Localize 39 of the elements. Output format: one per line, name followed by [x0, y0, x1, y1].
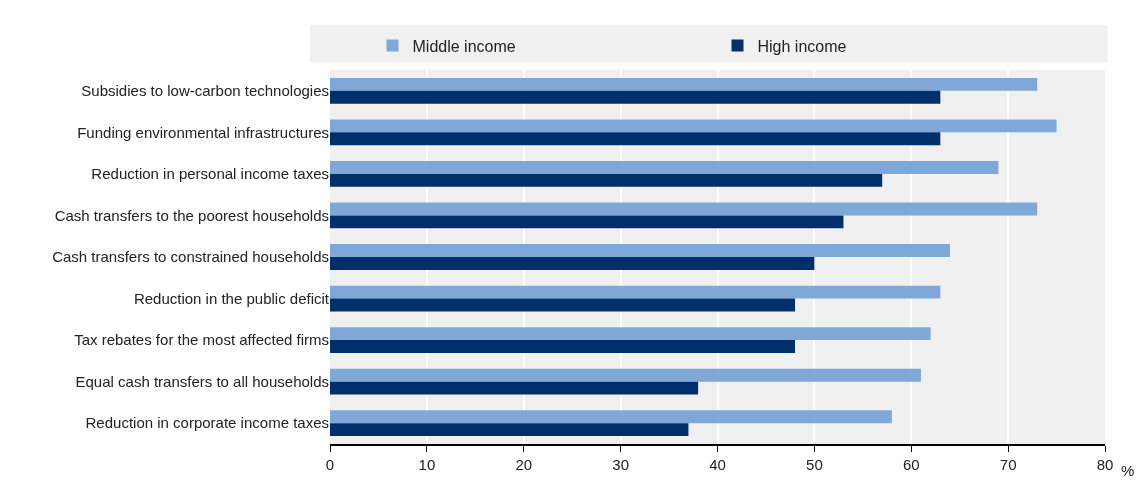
- bar: [330, 161, 999, 174]
- y-tick-label: Reduction in the public deficit: [133, 289, 330, 307]
- bar: [330, 381, 699, 395]
- bar: [330, 244, 950, 257]
- bar: [330, 132, 941, 146]
- bar: [330, 285, 941, 299]
- x-tick-label: 0: [325, 455, 335, 473]
- bar: [330, 173, 883, 187]
- bar: [330, 368, 921, 382]
- x-tick-label: 10: [418, 455, 436, 473]
- x-axis-title: %: [1121, 462, 1135, 479]
- y-tick-label: Funding environmental infrastructures: [77, 123, 329, 141]
- x-tick-label: 70: [999, 455, 1017, 473]
- y-tick-label: Equal cash transfers to all households: [75, 372, 329, 390]
- bar: [330, 298, 795, 312]
- x-tick-label: 20: [515, 455, 533, 473]
- y-tick-label: Reduction in personal income taxes: [91, 165, 329, 183]
- bar: [330, 423, 689, 437]
- y-tick-label: Tax rebates for the most affected firms: [74, 331, 329, 349]
- bar: [330, 77, 1038, 91]
- y-tick-label: Subsidies to low-carbon technologies: [81, 82, 329, 100]
- bar: [330, 340, 795, 353]
- legend-label: Middle income: [412, 37, 516, 55]
- y-tick-label: Cash transfers to the poorest households: [54, 206, 329, 224]
- y-tick-label: Cash transfers to constrained households: [52, 248, 329, 266]
- x-tick-label: 30: [612, 455, 629, 473]
- bar: [330, 327, 931, 341]
- x-tick-label: 60: [902, 455, 920, 473]
- legend-label: High income: [757, 37, 847, 55]
- bar: [330, 257, 815, 270]
- bar: [330, 119, 1057, 133]
- x-tick-label: 50: [806, 455, 823, 473]
- bar: [330, 410, 892, 424]
- bar: [330, 215, 844, 229]
- bar: [330, 202, 1038, 216]
- bar: [330, 90, 941, 104]
- y-tick-label: Reduction in corporate income taxes: [85, 414, 329, 432]
- x-tick-label: 80: [1096, 455, 1114, 473]
- x-tick-label: 40: [709, 455, 726, 473]
